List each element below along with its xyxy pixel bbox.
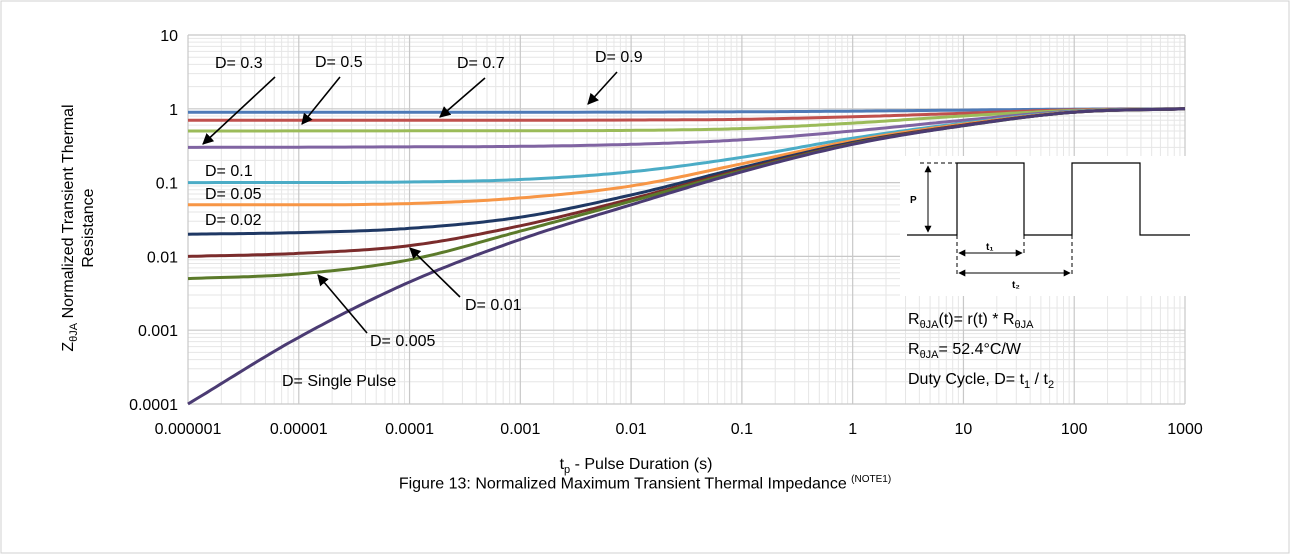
figure-caption-text: Figure 13: Normalized Maximum Transient …	[398, 475, 852, 493]
arrow-d-0-005	[317, 274, 368, 334]
label-d-0-005: D= 0.005	[370, 333, 435, 350]
formula-rth-t-sub1: θJA	[920, 319, 940, 331]
label-d-0-1: D= 0.1	[205, 163, 253, 180]
label-d-0-5: D= 0.5	[315, 54, 363, 71]
x-axis-title-rest: - Pulse Duration (s)	[570, 456, 712, 473]
label-d-0-7: D= 0.7	[457, 55, 505, 72]
x-tick-label: 0.001	[500, 421, 540, 438]
y-axis-title-text: Normalized Transient Thermal	[60, 104, 77, 322]
x-tick-label: 0.01	[616, 421, 647, 438]
label-d-0-3: D= 0.3	[215, 55, 263, 72]
x-tick-label: 0.00001	[270, 421, 328, 438]
y-axis-title-line1: ZθJA Normalized Transient Thermal	[60, 104, 80, 351]
formula-rth-t-r: R	[908, 311, 920, 328]
formula-rth-t-mid: (t)= r(t) * R	[939, 311, 1015, 328]
formula-block: RθJA(t)= r(t) * RθJA RθJA= 52.4°C/W Duty…	[908, 311, 1054, 391]
x-tick-label: 1	[848, 421, 857, 438]
formula-duty-sub2: 2	[1048, 379, 1054, 391]
y-axis-title-sub: θJA	[68, 322, 80, 342]
arrow-d-0-3	[202, 76, 276, 145]
formula-rth-t-sub2: θJA	[1015, 319, 1035, 331]
inset-background	[900, 156, 1202, 296]
arrow-d-0-01	[409, 247, 461, 298]
y-axis-title-z: Z	[60, 342, 77, 352]
p-label: P	[910, 195, 917, 206]
formula-duty-a: Duty Cycle, D= t	[908, 371, 1025, 388]
x-axis-title-t: t	[560, 456, 565, 473]
formula-rth-value-r: R	[908, 341, 920, 358]
y-tick-label: 1	[169, 102, 178, 119]
x-tick-label: 1000	[1167, 421, 1203, 438]
label-d-single-pulse: D= Single Pulse	[282, 373, 396, 390]
formula-rth-value: RθJA= 52.4°C/W	[908, 341, 1022, 361]
y-tick-label: 0.001	[138, 323, 178, 340]
y-tick-label: 10	[160, 28, 178, 45]
formula-rth-t: RθJA(t)= r(t) * RθJA	[908, 311, 1034, 331]
y-tick-labels: 10 1 0.1 0.01 0.001 0.0001	[129, 28, 178, 414]
pulse-waveform	[907, 162, 1190, 236]
arrow-d-0-7	[439, 77, 486, 118]
formula-duty-cycle: Duty Cycle, D= t1 / t2	[908, 371, 1054, 391]
curve-labels: D= 0.3 D= 0.5 D= 0.7 D= 0.9 D= 0.1 D= 0.…	[205, 49, 643, 390]
t1-label: t₁	[986, 242, 993, 253]
x-tick-label: 100	[1061, 421, 1088, 438]
formula-duty-sub1: 1	[1024, 379, 1030, 391]
formula-rth-value-sub: θJA	[920, 349, 940, 361]
x-tick-labels: 0.000001 0.00001 0.0001 0.001 0.01 0.1 1 10 100 1…	[155, 421, 1203, 438]
x-axis-title: tp - Pulse Duration (s)	[560, 456, 713, 476]
arrow-d-0-5	[301, 76, 341, 125]
label-d-0-9: D= 0.9	[595, 49, 643, 66]
x-tick-label: 0.0001	[385, 421, 434, 438]
formula-rth-value-num: = 52.4°C/W	[939, 341, 1022, 358]
formula-duty-b: / t	[1030, 371, 1048, 388]
series-lines	[187, 107, 1186, 406]
series-line-d-single-pulse	[187, 107, 1186, 406]
figure-caption-note: (NOTE1)	[851, 474, 892, 485]
y-tick-label: 0.01	[147, 249, 178, 266]
x-tick-label: 0.000001	[155, 421, 222, 438]
label-d-0-05: D= 0.05	[205, 186, 262, 203]
x-axis-title-sub: p	[564, 464, 570, 476]
y-tick-label: 0.1	[156, 176, 178, 193]
y-axis-title-line2: Resistance	[80, 188, 97, 267]
figure-caption: Figure 13: Normalized Maximum Transient …	[0, 474, 1290, 493]
t2-label: t₂	[1012, 280, 1020, 291]
x-tick-label: 0.1	[731, 421, 753, 438]
arrow-d-0-9	[587, 71, 618, 105]
label-d-0-01: D= 0.01	[465, 297, 522, 314]
label-arrows	[202, 71, 618, 334]
label-d-0-02: D= 0.02	[205, 212, 262, 229]
pulse-diagram-inset: P t₁ t₂	[900, 156, 1202, 296]
x-tick-label: 10	[955, 421, 973, 438]
y-tick-label: 0.0001	[129, 397, 178, 414]
